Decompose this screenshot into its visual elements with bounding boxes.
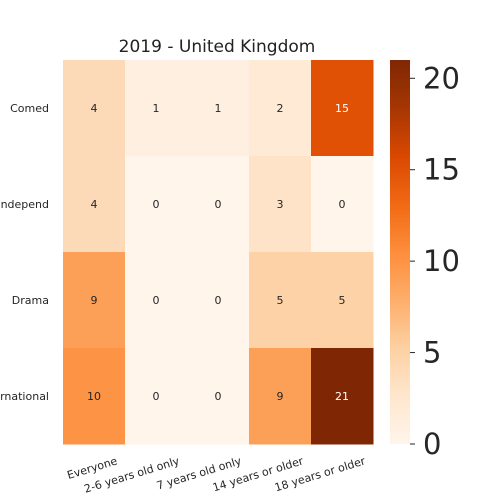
cell-value-label: 9 [277,390,284,403]
cell-value-label: 0 [153,198,160,211]
colorbar-tick-label: 0 [423,427,441,461]
heatmap-cell [125,60,188,157]
cell-value-label: 1 [153,102,160,115]
cell-value-label: 0 [215,390,222,403]
colorbar-tick-label: 20 [423,61,460,95]
colorbar-tick-label: 5 [423,336,441,370]
cell-value-label: 10 [87,390,101,403]
y-tick-label: ernational [0,390,49,403]
y-axis-labels: Comed Independ Drama ernational [0,102,49,403]
y-tick-label: Comed [10,102,49,115]
cell-value-label: 0 [339,198,346,211]
heatmap-cell [249,60,312,157]
heatmap-cell [249,156,312,253]
heatmap-cell [187,156,250,253]
cell-value-label: 2 [277,102,284,115]
cell-value-label: 0 [215,294,222,307]
cell-value-label: 0 [153,390,160,403]
colorbar-tick-label: 15 [423,153,460,187]
heatmap-cell [249,252,312,349]
heatmap-cell [187,252,250,349]
cell-value-label: 0 [215,198,222,211]
heatmap-cell [311,348,374,445]
heatmap-cell [249,348,312,445]
colorbar-tick-label: 10 [423,244,460,278]
heatmap-cell [187,60,250,157]
cell-value-label: 5 [277,294,284,307]
heatmap-cell [63,348,126,445]
heatmap-cell [311,156,374,253]
colorbar [390,60,410,444]
y-tick-label: Drama [12,294,49,307]
cell-value-label: 15 [335,102,349,115]
chart-title: 2019 - United Kingdom [119,37,316,57]
cell-value-label: 9 [91,294,98,307]
heatmap-cell [125,348,188,445]
heatmap-cell [125,156,188,253]
y-tick-label: Independ [0,198,49,211]
heatmap-cell [63,156,126,253]
cell-value-label: 4 [91,198,98,211]
cell-value-label: 5 [339,294,346,307]
heatmap-cell [311,60,374,157]
heatmap-cell [187,348,250,445]
heatmap-cell [63,60,126,157]
cell-value-label: 3 [277,198,284,211]
cell-value-label: 0 [153,294,160,307]
heatmap-cell [63,252,126,349]
heatmap-cells: 4 1 1 2 15 4 0 0 3 0 9 0 0 5 5 10 0 0 9 21 [63,60,374,445]
cell-value-label: 4 [91,102,98,115]
cell-value-label: 1 [215,102,222,115]
cell-value-label: 21 [335,390,349,403]
colorbar-ticks: 0 5 10 15 20 [410,61,460,461]
heatmap-cell [125,252,188,349]
heatmap-cell [311,252,374,349]
